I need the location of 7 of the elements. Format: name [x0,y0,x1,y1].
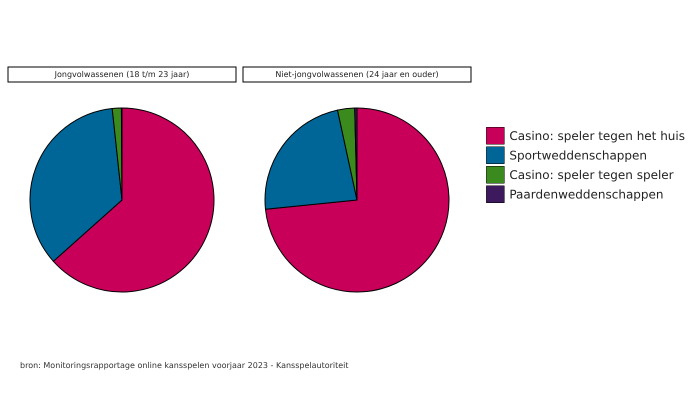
legend-label: Sportweddenschappen [509,148,648,162]
legend-label: Paardenweddenschappen [509,187,664,202]
legend-label: Casino: speler tegen speler [509,168,674,182]
legend-label: Casino: speler tegen het huis [509,128,686,143]
text: bron: Monitoringsrapportage online kansspelen voorjaar 2023 - Kansspelautoriteit [20,361,349,370]
slice-label: Niet-jongvolwassenen (24 jaar en ouder) [275,70,439,79]
slice-label: Jongvolwassenen (18 t/m 23 jaar) [54,70,190,79]
